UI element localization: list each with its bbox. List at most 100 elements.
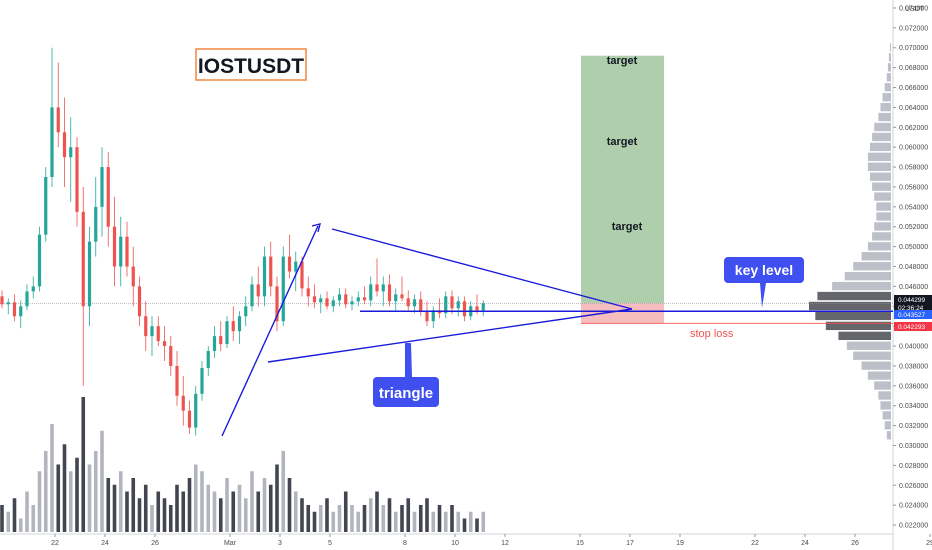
stop-zone	[581, 303, 664, 324]
volume-bar	[93, 451, 98, 532]
candle-body	[400, 294, 404, 299]
candle-body	[444, 296, 448, 314]
volume-bar	[381, 505, 386, 532]
y-tick-label: 0.046000	[899, 284, 928, 291]
candle-body	[219, 336, 223, 345]
volume-profile-bar	[815, 311, 891, 321]
candle-body	[187, 410, 192, 428]
volume-profile-bar	[884, 83, 891, 92]
volume-profile-bar	[853, 351, 891, 360]
volume-bar	[181, 491, 186, 532]
volume-bar	[468, 511, 473, 532]
price-tag	[894, 322, 932, 331]
candle-body	[262, 256, 267, 297]
volume-bar	[43, 451, 48, 532]
x-tick-label: 26	[851, 540, 859, 547]
volume-profile-bar	[878, 391, 891, 400]
volume-bar	[418, 505, 423, 532]
y-tick-label: 0.052000	[899, 224, 928, 231]
target-stop-zones	[0, 55, 893, 324]
y-tick-label: 0.070000	[899, 45, 928, 52]
volume-profile-bar	[825, 321, 891, 331]
volume-bar	[243, 498, 248, 532]
candle-body	[325, 298, 329, 307]
y-tick-label: 0.022000	[899, 523, 928, 530]
y-tick-label: 0.072000	[899, 25, 928, 32]
volume-profile-bar	[867, 242, 891, 251]
x-tick-label: 19	[676, 540, 684, 547]
volume-bar	[462, 518, 467, 532]
volume-bar	[187, 478, 192, 532]
candle-body	[250, 284, 254, 307]
volume-bar	[87, 464, 92, 532]
volume-bar	[68, 471, 73, 532]
volume-bar	[150, 505, 154, 532]
x-tick-label: 3	[278, 540, 282, 547]
volume-bar	[137, 498, 142, 532]
volume-bar	[106, 478, 111, 532]
volume-bar	[256, 491, 261, 532]
volume-profile-bar	[874, 381, 891, 390]
triangle-callout	[373, 377, 439, 407]
volume-bar	[12, 498, 17, 532]
price-axis[interactable]: 0.074000 0.072000 0.070000 0.068000 0.066000…	[893, 5, 932, 530]
target-label: target	[607, 55, 638, 67]
candle-body	[37, 234, 42, 287]
volume-profile-bar	[886, 431, 891, 440]
volume-bar	[318, 505, 323, 532]
volume-bar	[350, 505, 354, 532]
volume-bar	[456, 511, 461, 532]
x-tick-label: 22	[751, 540, 759, 547]
candle-body	[244, 306, 248, 317]
volume-bar	[425, 498, 429, 532]
candle-body	[319, 298, 323, 303]
volume-bar	[225, 478, 229, 532]
volume-profile-bar	[876, 202, 891, 211]
y-tick-label: 0.040000	[899, 344, 928, 351]
y-tick-label: 0.056000	[899, 184, 928, 191]
candle-body	[181, 395, 185, 411]
y-tick-label: 0.038000	[899, 363, 928, 370]
candle-body	[6, 302, 10, 305]
candle-body	[87, 241, 92, 307]
volume-bar	[450, 505, 454, 532]
volume-bar	[343, 491, 348, 532]
y-tick-label: 0.032000	[899, 423, 928, 430]
volume-bar	[18, 518, 23, 532]
volume-bar	[100, 430, 104, 532]
y-tick-label: 0.058000	[899, 165, 928, 172]
volume-bar	[406, 498, 411, 532]
volume-profile-bar	[832, 281, 891, 291]
target-zone	[581, 55, 664, 304]
volume-bar	[250, 471, 254, 532]
candle-body	[12, 302, 17, 317]
candle-body	[75, 147, 79, 212]
y-tick-label: 0.062000	[899, 125, 928, 132]
volume-bar	[231, 491, 236, 532]
candle-body	[456, 301, 460, 309]
candle-body	[306, 288, 310, 297]
volume-bar	[31, 505, 36, 532]
volume-bar	[281, 451, 286, 532]
volume-bar	[62, 444, 67, 532]
volume-bar	[287, 478, 292, 532]
candle-body	[50, 107, 54, 178]
candle-body	[150, 326, 154, 337]
volume-profile-bar	[876, 212, 891, 221]
volume-profile-bar	[880, 401, 891, 410]
candle-body	[19, 306, 23, 317]
volume-bar	[206, 484, 211, 532]
target-label: target	[612, 221, 643, 233]
volume-profile-bar	[874, 222, 891, 231]
candle-body	[0, 296, 4, 305]
volume-profile-bar	[817, 291, 891, 301]
triangle-upper-line	[331, 228, 633, 310]
time-axis[interactable]: 22 24 26 Mar 3 5 8 10 12 15 17 19 22 24 26 29	[51, 534, 932, 547]
impulse-arrow-head	[311, 223, 321, 233]
volume-profile-bar	[887, 63, 891, 72]
drawings	[221, 223, 893, 437]
triangle-callout-pointer	[405, 343, 412, 377]
x-tick-label: 24	[801, 540, 809, 547]
volume-profile-bar	[844, 271, 891, 281]
